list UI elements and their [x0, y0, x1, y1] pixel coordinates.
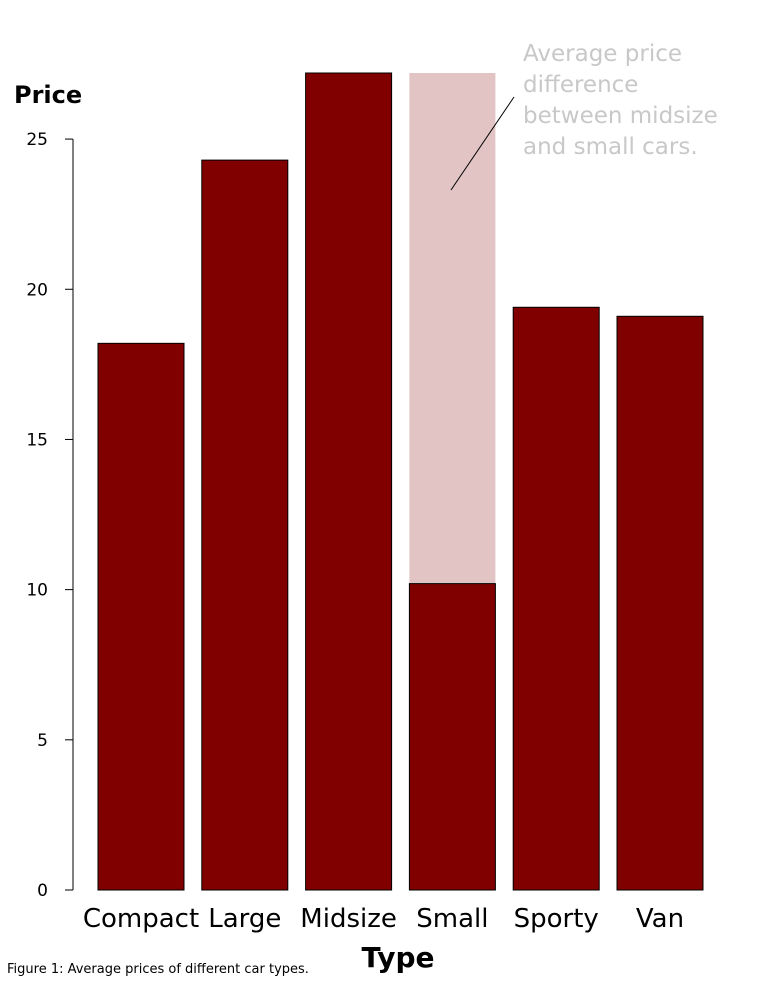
- x-axis-title: Type: [361, 941, 434, 974]
- x-tick-label: Compact: [83, 904, 199, 934]
- bar-compact: [97, 342, 185, 891]
- x-tick-label: Large: [208, 904, 281, 934]
- annotation: Average price difference between midsize an…: [523, 41, 718, 160]
- y-tick-label: 15: [26, 430, 48, 450]
- x-tick-label: Van: [636, 904, 684, 934]
- y-ticks: 0 5 10 15 20 25: [26, 130, 73, 901]
- bar-large: [201, 159, 289, 891]
- bar-small: [408, 583, 496, 891]
- y-tick-label: 5: [37, 731, 48, 751]
- bar-sporty: [512, 306, 600, 891]
- y-tick-label: 25: [26, 130, 48, 150]
- highlight-layer: [409, 73, 496, 584]
- x-tick-label: Midsize: [300, 904, 397, 934]
- x-tick-label: Sporty: [514, 904, 599, 934]
- y-axis-title: Price: [14, 81, 82, 109]
- bar-van: [616, 315, 704, 891]
- annotation-pointer: [450, 96, 515, 191]
- annotation-line: difference: [523, 72, 638, 98]
- bars-layer: [97, 72, 704, 891]
- x-tick-labels: Compact Large Midsize Small Sporty Van: [83, 904, 684, 934]
- figure-caption: Figure 1: Average prices of different ca…: [7, 962, 309, 977]
- annotation-line: between midsize: [523, 103, 718, 129]
- bar-midsize: [305, 72, 393, 891]
- x-tick-label: Small: [416, 904, 488, 934]
- annotation-line: Average price: [523, 41, 682, 67]
- y-tick-label: 20: [26, 280, 48, 300]
- highlight-band: [409, 73, 496, 584]
- y-tick-label: 0: [37, 881, 48, 901]
- y-tick-label: 10: [26, 581, 48, 601]
- annotation-line: and small cars.: [523, 134, 698, 160]
